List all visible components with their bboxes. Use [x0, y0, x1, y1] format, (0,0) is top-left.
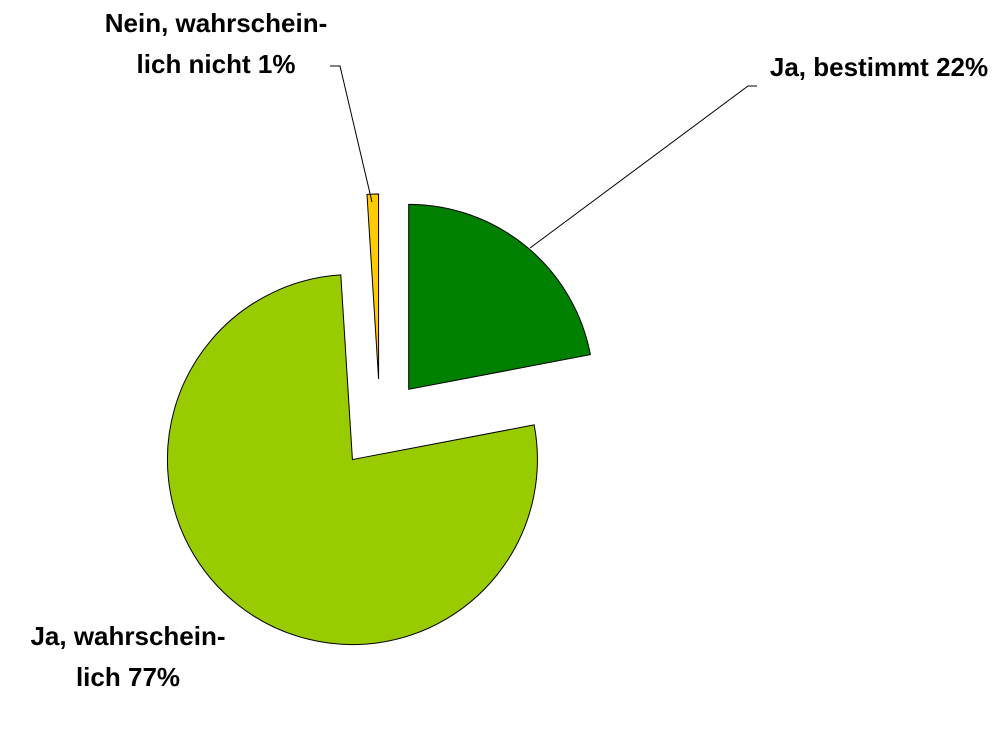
value-label: 22%: [936, 52, 989, 82]
pie-slice: [166, 274, 538, 646]
pie-slice: [408, 203, 591, 390]
slice-label: Ja, wahrschein-lich 77%: [10, 616, 246, 698]
leader-line: [330, 65, 373, 203]
value-label: 1%: [257, 49, 296, 79]
pie-slice: [366, 193, 380, 380]
leader-line: [529, 85, 757, 249]
slice-label: Nein, wahrschein-lich nicht 1%: [100, 3, 332, 85]
category-label: Ja, bestimmt: [769, 52, 929, 82]
slice-label: Ja, bestimmt 22%: [768, 47, 990, 88]
category-label: Ja, wahrschein-lich: [30, 621, 226, 692]
category-label: Nein, wahrschein-lich nicht: [104, 8, 328, 79]
value-label: 77%: [127, 662, 181, 692]
